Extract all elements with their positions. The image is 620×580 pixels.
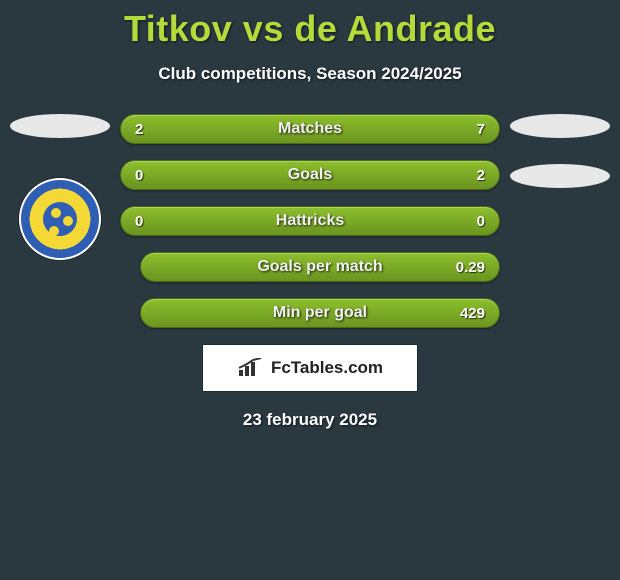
stat-row-matches: 2 Matches 7	[120, 114, 500, 144]
stat-right-value: 0	[445, 213, 485, 230]
left-player-col	[0, 114, 120, 260]
flag-placeholder-right-1	[510, 114, 610, 138]
flag-placeholder-left	[10, 114, 110, 138]
comparison-content: 2 Matches 7 0 Goals 2 0 Hattricks 0 Goal…	[0, 114, 620, 328]
stat-row-goals: 0 Goals 2	[120, 160, 500, 190]
stat-label: Hattricks	[276, 212, 344, 230]
club-badge-left	[19, 178, 101, 260]
right-player-col	[500, 114, 620, 188]
flag-placeholder-right-2	[510, 164, 610, 188]
page-subtitle: Club competitions, Season 2024/2025	[0, 64, 620, 84]
stat-row-hattricks: 0 Hattricks 0	[120, 206, 500, 236]
stat-right-value: 429	[445, 305, 485, 322]
branding-text: FcTables.com	[271, 358, 383, 378]
page-title: Titkov vs de Andrade	[0, 0, 620, 50]
stat-row-goals-per-match: Goals per match 0.29	[140, 252, 500, 282]
stat-label: Matches	[278, 120, 342, 138]
stat-right-value: 7	[445, 121, 485, 138]
stat-row-min-per-goal: Min per goal 429	[140, 298, 500, 328]
chart-icon	[237, 358, 265, 378]
stat-label: Goals	[288, 166, 332, 184]
footer-date: 23 february 2025	[0, 410, 620, 430]
stat-label: Min per goal	[273, 304, 367, 322]
stat-label: Goals per match	[257, 258, 382, 276]
stat-right-value: 2	[445, 167, 485, 184]
stat-right-value: 0.29	[445, 259, 485, 276]
stat-bars: 2 Matches 7 0 Goals 2 0 Hattricks 0 Goal…	[120, 114, 500, 328]
stat-left-value: 0	[135, 213, 175, 230]
branding-box[interactable]: FcTables.com	[202, 344, 418, 392]
stat-left-value: 0	[135, 167, 175, 184]
stat-left-value: 2	[135, 121, 175, 138]
